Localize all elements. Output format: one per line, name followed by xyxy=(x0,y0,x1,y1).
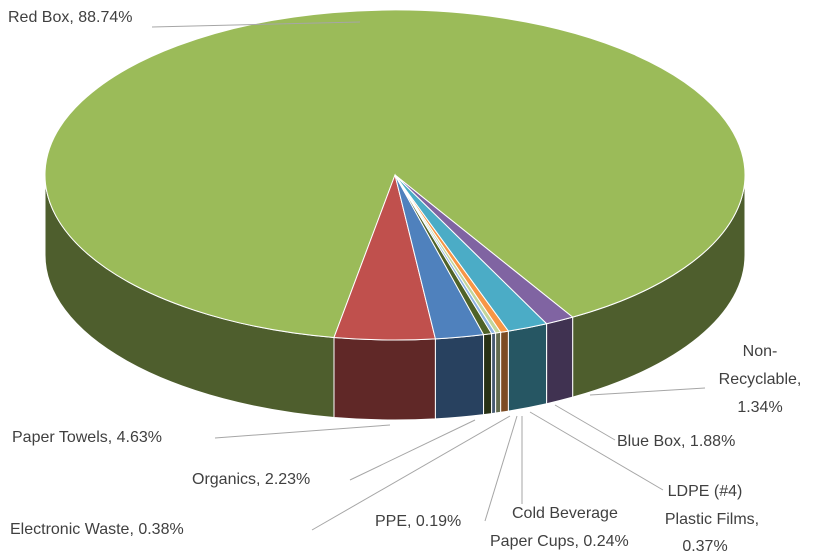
leader-line xyxy=(151,21,361,28)
slice-side xyxy=(483,333,493,416)
slice-side xyxy=(434,334,485,420)
slice-side xyxy=(507,323,548,412)
data-label: PPE, 0.19% xyxy=(375,513,461,530)
data-label: 1.34% xyxy=(737,399,782,416)
leader-line xyxy=(589,387,706,396)
leader-line xyxy=(484,415,518,522)
data-label: Cold Beverage xyxy=(512,505,618,522)
leader-line xyxy=(349,419,476,481)
data-label: Paper Towels, 4.63% xyxy=(12,429,162,446)
slice-side xyxy=(500,330,509,413)
data-label: Plastic Films, xyxy=(665,511,759,528)
slice xyxy=(394,174,574,325)
slice-side xyxy=(491,332,497,415)
data-label: Red Box, 88.74% xyxy=(8,9,133,26)
slice-side xyxy=(495,331,502,414)
data-label: 0.37% xyxy=(682,538,727,555)
data-label: Recyclable, xyxy=(719,371,802,388)
data-label: Non- xyxy=(743,343,778,360)
slice-side xyxy=(333,336,436,421)
slice-side xyxy=(546,316,574,405)
leader-line xyxy=(529,411,664,491)
data-label: Paper Cups, 0.24% xyxy=(490,533,629,550)
data-label: Electronic Waste, 0.38% xyxy=(10,521,184,538)
data-label: LDPE (#4) xyxy=(668,483,743,500)
leader-line xyxy=(214,424,391,439)
data-label: Blue Box, 1.88% xyxy=(617,433,735,450)
leader-line xyxy=(554,404,616,441)
leader-line xyxy=(311,415,511,531)
data-label: Organics, 2.23% xyxy=(192,471,310,488)
